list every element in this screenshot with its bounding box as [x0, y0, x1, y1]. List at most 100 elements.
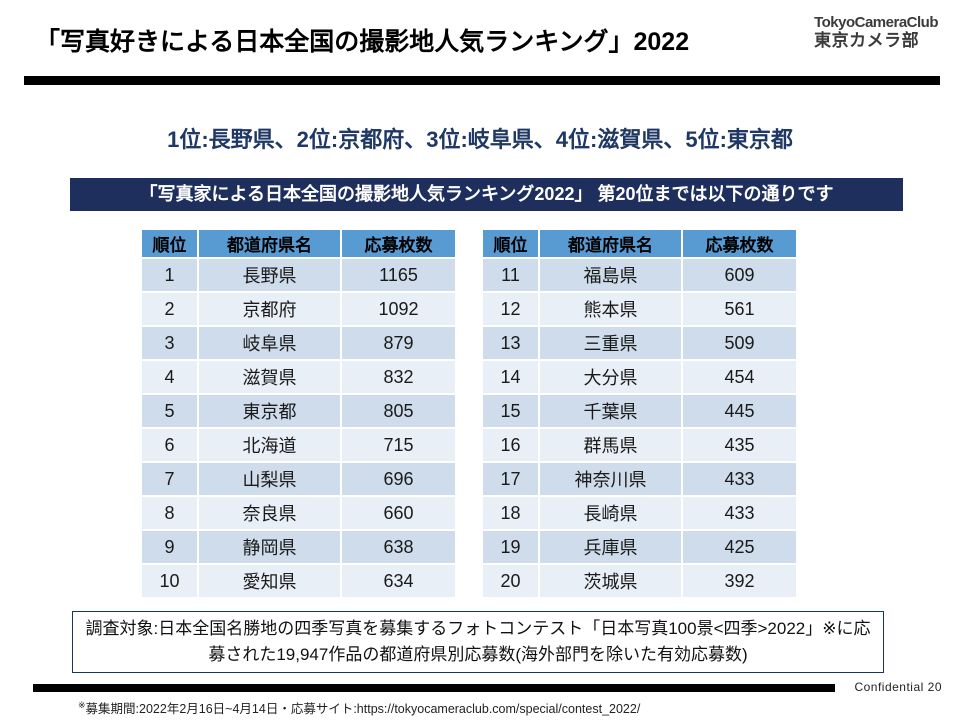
table-cell: 三重県 [538, 325, 683, 361]
table-cell: 大分県 [538, 359, 683, 395]
table-row: 14 大分県 454 [481, 359, 798, 395]
table-row: 8 奈良県 660 [140, 495, 457, 531]
table-cell: 435 [681, 427, 798, 463]
table-cell: 北海道 [197, 427, 342, 463]
confidential-label: Confidential 20 [854, 680, 942, 694]
col-header-entries: 応募枚数 [340, 228, 457, 259]
table-cell: 7 [140, 461, 199, 497]
table-cell: 5 [140, 393, 199, 429]
table-cell: 滋賀県 [197, 359, 342, 395]
col-header-entries: 応募枚数 [681, 228, 798, 259]
table-cell: 8 [140, 495, 199, 531]
table-cell: 715 [340, 427, 457, 463]
table-cell: 1 [140, 257, 199, 293]
col-header-rank: 順位 [481, 228, 540, 259]
col-header-prefecture: 都道府県名 [197, 228, 342, 259]
table-cell: 14 [481, 359, 540, 395]
table-cell: 16 [481, 427, 540, 463]
table-cell: 425 [681, 529, 798, 565]
logo-text-en: TokyoCameraClub [814, 14, 938, 31]
table-cell: 805 [340, 393, 457, 429]
table-cell: 392 [681, 563, 798, 599]
table-header-row: 順位 都道府県名 応募枚数 [140, 228, 457, 259]
table-row: 3 岐阜県 879 [140, 325, 457, 361]
table-row: 1 長野県 1165 [140, 257, 457, 293]
table-cell: 660 [340, 495, 457, 531]
table-cell: 13 [481, 325, 540, 361]
table-cell: 6 [140, 427, 199, 463]
footnote-mark: ※ [78, 699, 86, 710]
table-row: 7 山梨県 696 [140, 461, 457, 497]
table-cell: 12 [481, 291, 540, 327]
table-row: 15 千葉県 445 [481, 393, 798, 429]
table-row: 2 京都府 1092 [140, 291, 457, 327]
table-cell: 433 [681, 495, 798, 531]
table-cell: 茨城県 [538, 563, 683, 599]
table-cell: 433 [681, 461, 798, 497]
table-cell: 2 [140, 291, 199, 327]
table-header-row: 順位 都道府県名 応募枚数 [481, 228, 798, 259]
table-row: 11 福島県 609 [481, 257, 798, 293]
table-row: 20 茨城県 392 [481, 563, 798, 599]
title-divider [24, 76, 940, 85]
col-header-rank: 順位 [140, 228, 199, 259]
table-row: 4 滋賀県 832 [140, 359, 457, 395]
table-row: 18 長崎県 433 [481, 495, 798, 531]
table-row: 13 三重県 509 [481, 325, 798, 361]
table-cell: 千葉県 [538, 393, 683, 429]
brand-logo: TokyoCameraClub 東京カメラ部 [814, 14, 938, 51]
table-cell: 19 [481, 529, 540, 565]
table-cell: 832 [340, 359, 457, 395]
table-cell: 15 [481, 393, 540, 429]
table-cell: 1092 [340, 291, 457, 327]
table-cell: 群馬県 [538, 427, 683, 463]
table-cell: 17 [481, 461, 540, 497]
footer-note: ※募集期間:2022年2月16日~4月14日・応募サイト:https://tok… [78, 698, 640, 717]
table-cell: 静岡県 [197, 529, 342, 565]
table-cell: 愛知県 [197, 563, 342, 599]
table-cell: 20 [481, 563, 540, 599]
table-cell: 454 [681, 359, 798, 395]
table-cell: 1165 [340, 257, 457, 293]
footnote-text: 募集期間:2022年2月16日~4月14日・応募サイト:https://toky… [85, 702, 641, 716]
table-cell: 奈良県 [197, 495, 342, 531]
ranking-banner: 「写真家による日本全国の撮影地人気ランキング2022」 第20位までは以下の通り… [70, 178, 903, 211]
page-title: 「写真好きによる日本全国の撮影地人気ランキング」2022 [35, 28, 690, 56]
table-cell: 熊本県 [538, 291, 683, 327]
table-row: 17 神奈川県 433 [481, 461, 798, 497]
table-cell: 兵庫県 [538, 529, 683, 565]
table-cell: 3 [140, 325, 199, 361]
col-header-prefecture: 都道府県名 [538, 228, 683, 259]
table-row: 19 兵庫県 425 [481, 529, 798, 565]
table-cell: 11 [481, 257, 540, 293]
table-row: 9 静岡県 638 [140, 529, 457, 565]
table-cell: 18 [481, 495, 540, 531]
table-cell: 4 [140, 359, 199, 395]
ranking-tables: 順位 都道府県名 応募枚数 1 長野県 1165 2 京都府 1092 3 岐阜県 879 4 滋賀… [140, 228, 798, 599]
table-cell: 山梨県 [197, 461, 342, 497]
table-row: 6 北海道 715 [140, 427, 457, 463]
table-cell: 10 [140, 563, 199, 599]
table-cell: 634 [340, 563, 457, 599]
table-cell: 京都府 [197, 291, 342, 327]
table-row: 12 熊本県 561 [481, 291, 798, 327]
footer-divider [33, 684, 835, 692]
table-row: 5 東京都 805 [140, 393, 457, 429]
survey-note-box: 調査対象:日本全国名勝地の四季写真を募集するフォトコンテスト「日本写真100景<… [72, 611, 884, 673]
table-cell: 509 [681, 325, 798, 361]
table-row: 10 愛知県 634 [140, 563, 457, 599]
table-row: 16 群馬県 435 [481, 427, 798, 463]
ranking-table-right: 順位 都道府県名 応募枚数 11 福島県 609 12 熊本県 561 13 三重県 509 14… [481, 228, 798, 599]
table-cell: 696 [340, 461, 457, 497]
logo-text-jp: 東京カメラ部 [814, 31, 920, 51]
table-cell: 445 [681, 393, 798, 429]
table-cell: 879 [340, 325, 457, 361]
table-cell: 638 [340, 529, 457, 565]
table-cell: 福島県 [538, 257, 683, 293]
top5-summary: 1位:長野県、2位:京都府、3位:岐阜県、4位:滋賀県、5位:東京都 [167, 127, 793, 152]
table-cell: 長崎県 [538, 495, 683, 531]
table-cell: 神奈川県 [538, 461, 683, 497]
table-cell: 長野県 [197, 257, 342, 293]
table-cell: 561 [681, 291, 798, 327]
table-cell: 東京都 [197, 393, 342, 429]
